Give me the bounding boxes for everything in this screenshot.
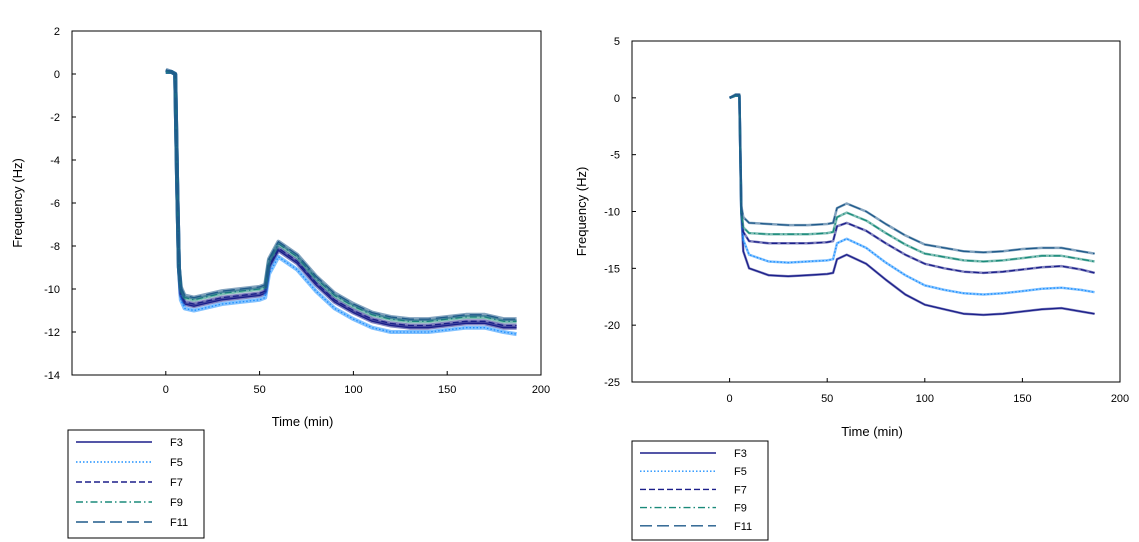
x-axis-title: Time (min)	[272, 414, 334, 429]
x-tick-label: 150	[438, 384, 456, 396]
legend-label-f5: F5	[170, 457, 183, 469]
legend-label-f11: F11	[734, 521, 752, 533]
series-line-f9	[165, 71, 517, 322]
series-band-f3	[165, 69, 517, 330]
series-line-f5	[165, 71, 517, 335]
y-tick-label: -15	[604, 263, 620, 275]
y-tick-label: -12	[44, 327, 60, 339]
y-tick-label: -8	[50, 241, 60, 253]
legend-label-f7: F7	[170, 477, 183, 489]
series-band-f9	[729, 94, 1095, 263]
x-tick-label: 0	[163, 384, 169, 396]
x-axis-title: Time (min)	[841, 424, 903, 439]
series-line-f3	[729, 94, 1095, 316]
legend: F3 F5 F7 F9 F11	[67, 429, 205, 539]
y-axis-title: Frequency (Hz)	[574, 167, 589, 257]
y-tick-label: -20	[604, 320, 620, 332]
series-line-f7	[165, 71, 517, 327]
legend-label-f3: F3	[170, 437, 183, 449]
y-tick-label: 0	[614, 93, 620, 105]
y-axis-title: Frequency (Hz)	[10, 158, 25, 248]
y-tick-label: 2	[54, 26, 60, 38]
plot-frame	[631, 40, 1121, 383]
y-tick-label: -5	[610, 150, 620, 162]
y-tick-label: -25	[604, 377, 620, 389]
x-tick-label: 200	[1111, 393, 1129, 405]
series-band-f11	[165, 67, 517, 322]
series-band-f5	[729, 94, 1095, 296]
series-band-f3	[729, 94, 1095, 317]
series-line-f11	[165, 69, 517, 320]
legend-label-f11: F11	[170, 517, 188, 529]
y-tick-label: -10	[44, 284, 60, 296]
chart-panel-1: 2 0 -2 -4 -6 -8 -10 -12 -14 0 50 100 150 200 Time (min…	[10, 26, 550, 539]
y-tick-label: -6	[50, 198, 60, 210]
series-band-f7	[165, 69, 517, 328]
series-line-f9	[729, 94, 1095, 263]
legend-label-f9: F9	[170, 497, 183, 509]
series-line-f7	[729, 94, 1095, 274]
x-tick-label: 50	[253, 384, 265, 396]
legend-label-f9: F9	[734, 503, 747, 515]
x-tick-label: 50	[821, 393, 833, 405]
y-tick-label: -10	[604, 207, 620, 219]
legend-box	[67, 429, 205, 539]
x-tick-label: 150	[1013, 393, 1031, 405]
series-line-f3	[165, 71, 517, 329]
y-tick-label: -4	[50, 155, 60, 167]
y-tick-label: 5	[614, 36, 620, 48]
series-group	[165, 67, 517, 337]
series-band-f11	[728, 93, 1095, 255]
x-tick-label: 100	[344, 384, 362, 396]
x-tick-label: 200	[532, 384, 550, 396]
legend-box	[631, 440, 769, 541]
x-tick-label: 100	[916, 393, 934, 405]
series-line-f11	[729, 93, 1095, 255]
legend-label-f3: F3	[734, 448, 747, 460]
series-band-f9	[165, 69, 517, 324]
series-group	[728, 93, 1095, 317]
x-tick-label: 0	[727, 393, 733, 405]
series-line-f5	[729, 94, 1095, 296]
y-tick-label: -14	[44, 370, 60, 382]
y-tick-label: -2	[50, 112, 60, 124]
legend-label-f7: F7	[734, 484, 747, 496]
y-tick-label: 0	[54, 69, 60, 81]
legend: F3 F5 F7 F9 F11	[631, 440, 769, 541]
legend-label-f5: F5	[734, 466, 747, 478]
